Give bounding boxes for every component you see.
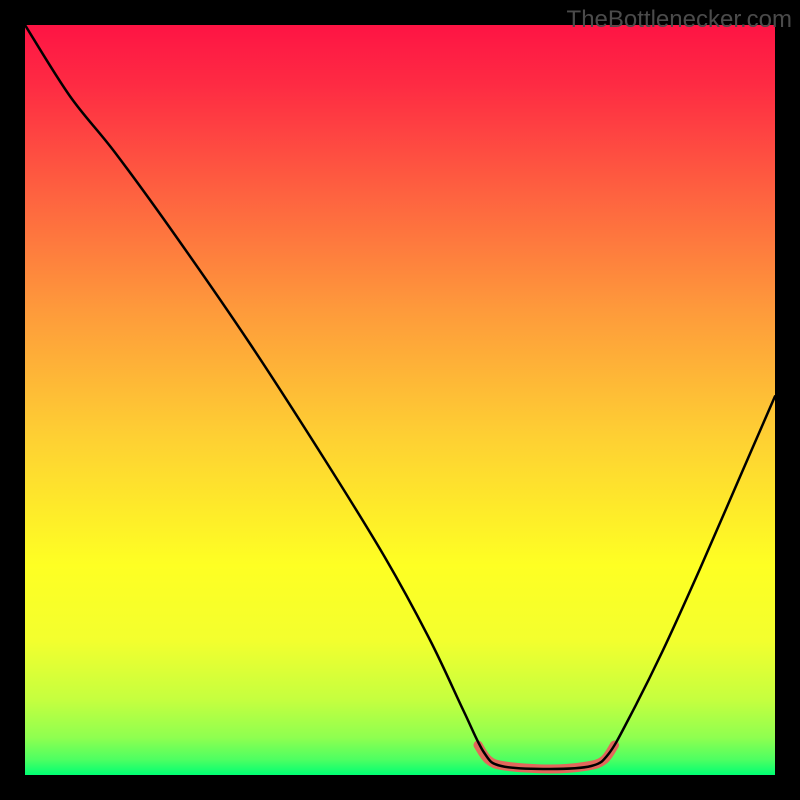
chart-frame	[25, 25, 775, 775]
bottleneck-chart	[25, 25, 775, 775]
attribution-label: TheBottlenecker.com	[567, 6, 792, 34]
chart-background-gradient	[25, 25, 775, 775]
